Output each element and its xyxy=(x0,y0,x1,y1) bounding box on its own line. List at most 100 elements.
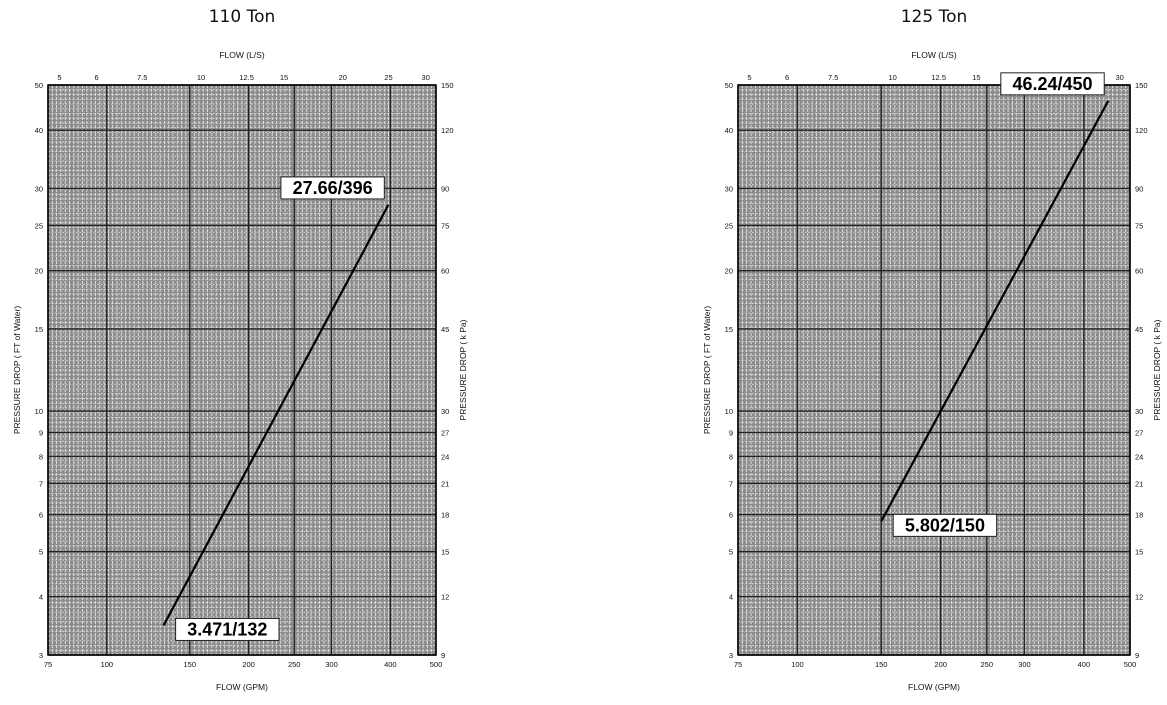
series-line xyxy=(880,100,1110,522)
x2-tick-label: 7.5 xyxy=(137,73,147,82)
x-tick-label: 250 xyxy=(981,660,994,669)
x-axis-label: FLOW (GPM) xyxy=(216,682,268,692)
y-tick-label: 7 xyxy=(729,479,733,488)
x-tick-label: 500 xyxy=(430,660,443,669)
x-tick-label: 100 xyxy=(791,660,804,669)
y2-tick-label: 45 xyxy=(1135,325,1143,334)
y-tick-label: 50 xyxy=(725,81,733,90)
x2-tick-label: 15 xyxy=(280,73,288,82)
y-tick-label: 5 xyxy=(39,548,43,557)
x2-tick-label: 5 xyxy=(747,73,751,82)
y2-tick-label: 150 xyxy=(441,81,454,90)
y-tick-label: 40 xyxy=(725,126,733,135)
chart-panel-1: 110 Ton FLOW (L/S) 75 100 150 200 250 300 400 500… xyxy=(12,7,468,692)
x-tick-label: 500 xyxy=(1124,660,1137,669)
annotation-label: 3.471/132 xyxy=(187,619,267,639)
x-tick-label: 150 xyxy=(875,660,888,669)
y2-tick-label: 15 xyxy=(441,548,449,557)
top-axis-label: FLOW (L/S) xyxy=(911,50,957,60)
x-tick-label: 75 xyxy=(734,660,742,669)
y2-tick-label: 9 xyxy=(1135,651,1139,660)
y2-tick-label: 15 xyxy=(1135,548,1143,557)
y2-tick-label: 120 xyxy=(441,126,454,135)
y2-tick-label: 27 xyxy=(1135,428,1143,437)
y-tick-label: 8 xyxy=(729,452,733,461)
x-tick-label: 250 xyxy=(288,660,301,669)
x2-tick-label: 15 xyxy=(972,73,980,82)
y-tick-label: 9 xyxy=(39,428,43,437)
x-tick-label: 100 xyxy=(101,660,114,669)
y2-tick-label: 27 xyxy=(441,428,449,437)
y2-tick-label: 24 xyxy=(441,452,449,461)
y-tick-label: 3 xyxy=(39,651,43,660)
y2-tick-label: 21 xyxy=(1135,479,1143,488)
annotation-label: 27.66/396 xyxy=(293,178,373,198)
grid xyxy=(47,84,437,656)
series-line xyxy=(162,204,390,626)
x-tick-label: 300 xyxy=(1018,660,1031,669)
y-tick-label: 25 xyxy=(35,221,43,230)
y2-tick-label: 18 xyxy=(441,511,449,520)
y-tick-label: 20 xyxy=(35,267,43,276)
y2-tick-label: 60 xyxy=(441,267,449,276)
x-tick-label: 200 xyxy=(242,660,255,669)
annotation-box xyxy=(175,617,280,641)
x2-tick-label: 12.5 xyxy=(931,73,946,82)
y2-tick-label: 45 xyxy=(441,325,449,334)
y2-tick-label: 18 xyxy=(1135,511,1143,520)
y-axis-label: PRESSURE DROP ( FT of Water) xyxy=(12,306,22,434)
x2-tick-label: 7.5 xyxy=(828,73,838,82)
y2-tick-label: 9 xyxy=(441,651,445,660)
y-tick-label: 10 xyxy=(35,407,43,416)
y2-tick-label: 150 xyxy=(1135,81,1148,90)
chart-title: 110 Ton xyxy=(209,7,276,27)
x-tick-label: 400 xyxy=(1078,660,1091,669)
y-tick-label: 9 xyxy=(729,428,733,437)
y2-tick-label: 75 xyxy=(441,221,449,230)
y-tick-label: 40 xyxy=(35,126,43,135)
y-tick-label: 30 xyxy=(35,184,43,193)
annotation-box xyxy=(280,176,385,200)
annotation-box xyxy=(1000,72,1105,96)
y2-tick-label: 60 xyxy=(1135,267,1143,276)
y2-tick-label: 12 xyxy=(1135,593,1143,602)
plot-frame xyxy=(737,84,1131,656)
y-tick-label: 3 xyxy=(729,651,733,660)
x-tick-label: 150 xyxy=(184,660,197,669)
y-tick-label: 15 xyxy=(35,325,43,334)
y-tick-label: 50 xyxy=(35,81,43,90)
y2-tick-label: 30 xyxy=(441,407,449,416)
y-axis-label: PRESSURE DROP ( FT of Water) xyxy=(702,306,712,434)
x2-tick-label: 30 xyxy=(422,73,430,82)
annotation-label: 46.24/450 xyxy=(1012,74,1092,94)
x-tick-label: 400 xyxy=(384,660,397,669)
chart-title: 125 Ton xyxy=(901,7,968,27)
y2-tick-label: 90 xyxy=(441,184,449,193)
y2-tick-label: 24 xyxy=(1135,452,1143,461)
y-tick-label: 6 xyxy=(729,511,733,520)
y-tick-label: 25 xyxy=(725,221,733,230)
y2-axis-label: PRESSURE DROP ( k Pa) xyxy=(1152,319,1162,420)
y-tick-label: 30 xyxy=(725,184,733,193)
y-tick-label: 8 xyxy=(39,452,43,461)
top-axis-label: FLOW (L/S) xyxy=(219,50,265,60)
y-tick-label: 15 xyxy=(725,325,733,334)
y2-tick-label: 30 xyxy=(1135,407,1143,416)
x2-tick-label: 12.5 xyxy=(239,73,254,82)
y-tick-label: 6 xyxy=(39,511,43,520)
y2-tick-label: 12 xyxy=(441,593,449,602)
y2-tick-label: 75 xyxy=(1135,221,1143,230)
x-tick-label: 200 xyxy=(934,660,947,669)
x-tick-label: 300 xyxy=(325,660,338,669)
x-tick-label: 75 xyxy=(44,660,52,669)
x2-tick-label: 30 xyxy=(1115,73,1123,82)
annotation-box xyxy=(892,513,998,537)
y2-tick-label: 21 xyxy=(441,479,449,488)
y-tick-label: 20 xyxy=(725,267,733,276)
x2-tick-label: 10 xyxy=(197,73,205,82)
x2-tick-label: 25 xyxy=(384,73,392,82)
x-axis-label: FLOW (GPM) xyxy=(908,682,960,692)
y-tick-label: 4 xyxy=(39,593,43,602)
x2-tick-label: 10 xyxy=(888,73,896,82)
